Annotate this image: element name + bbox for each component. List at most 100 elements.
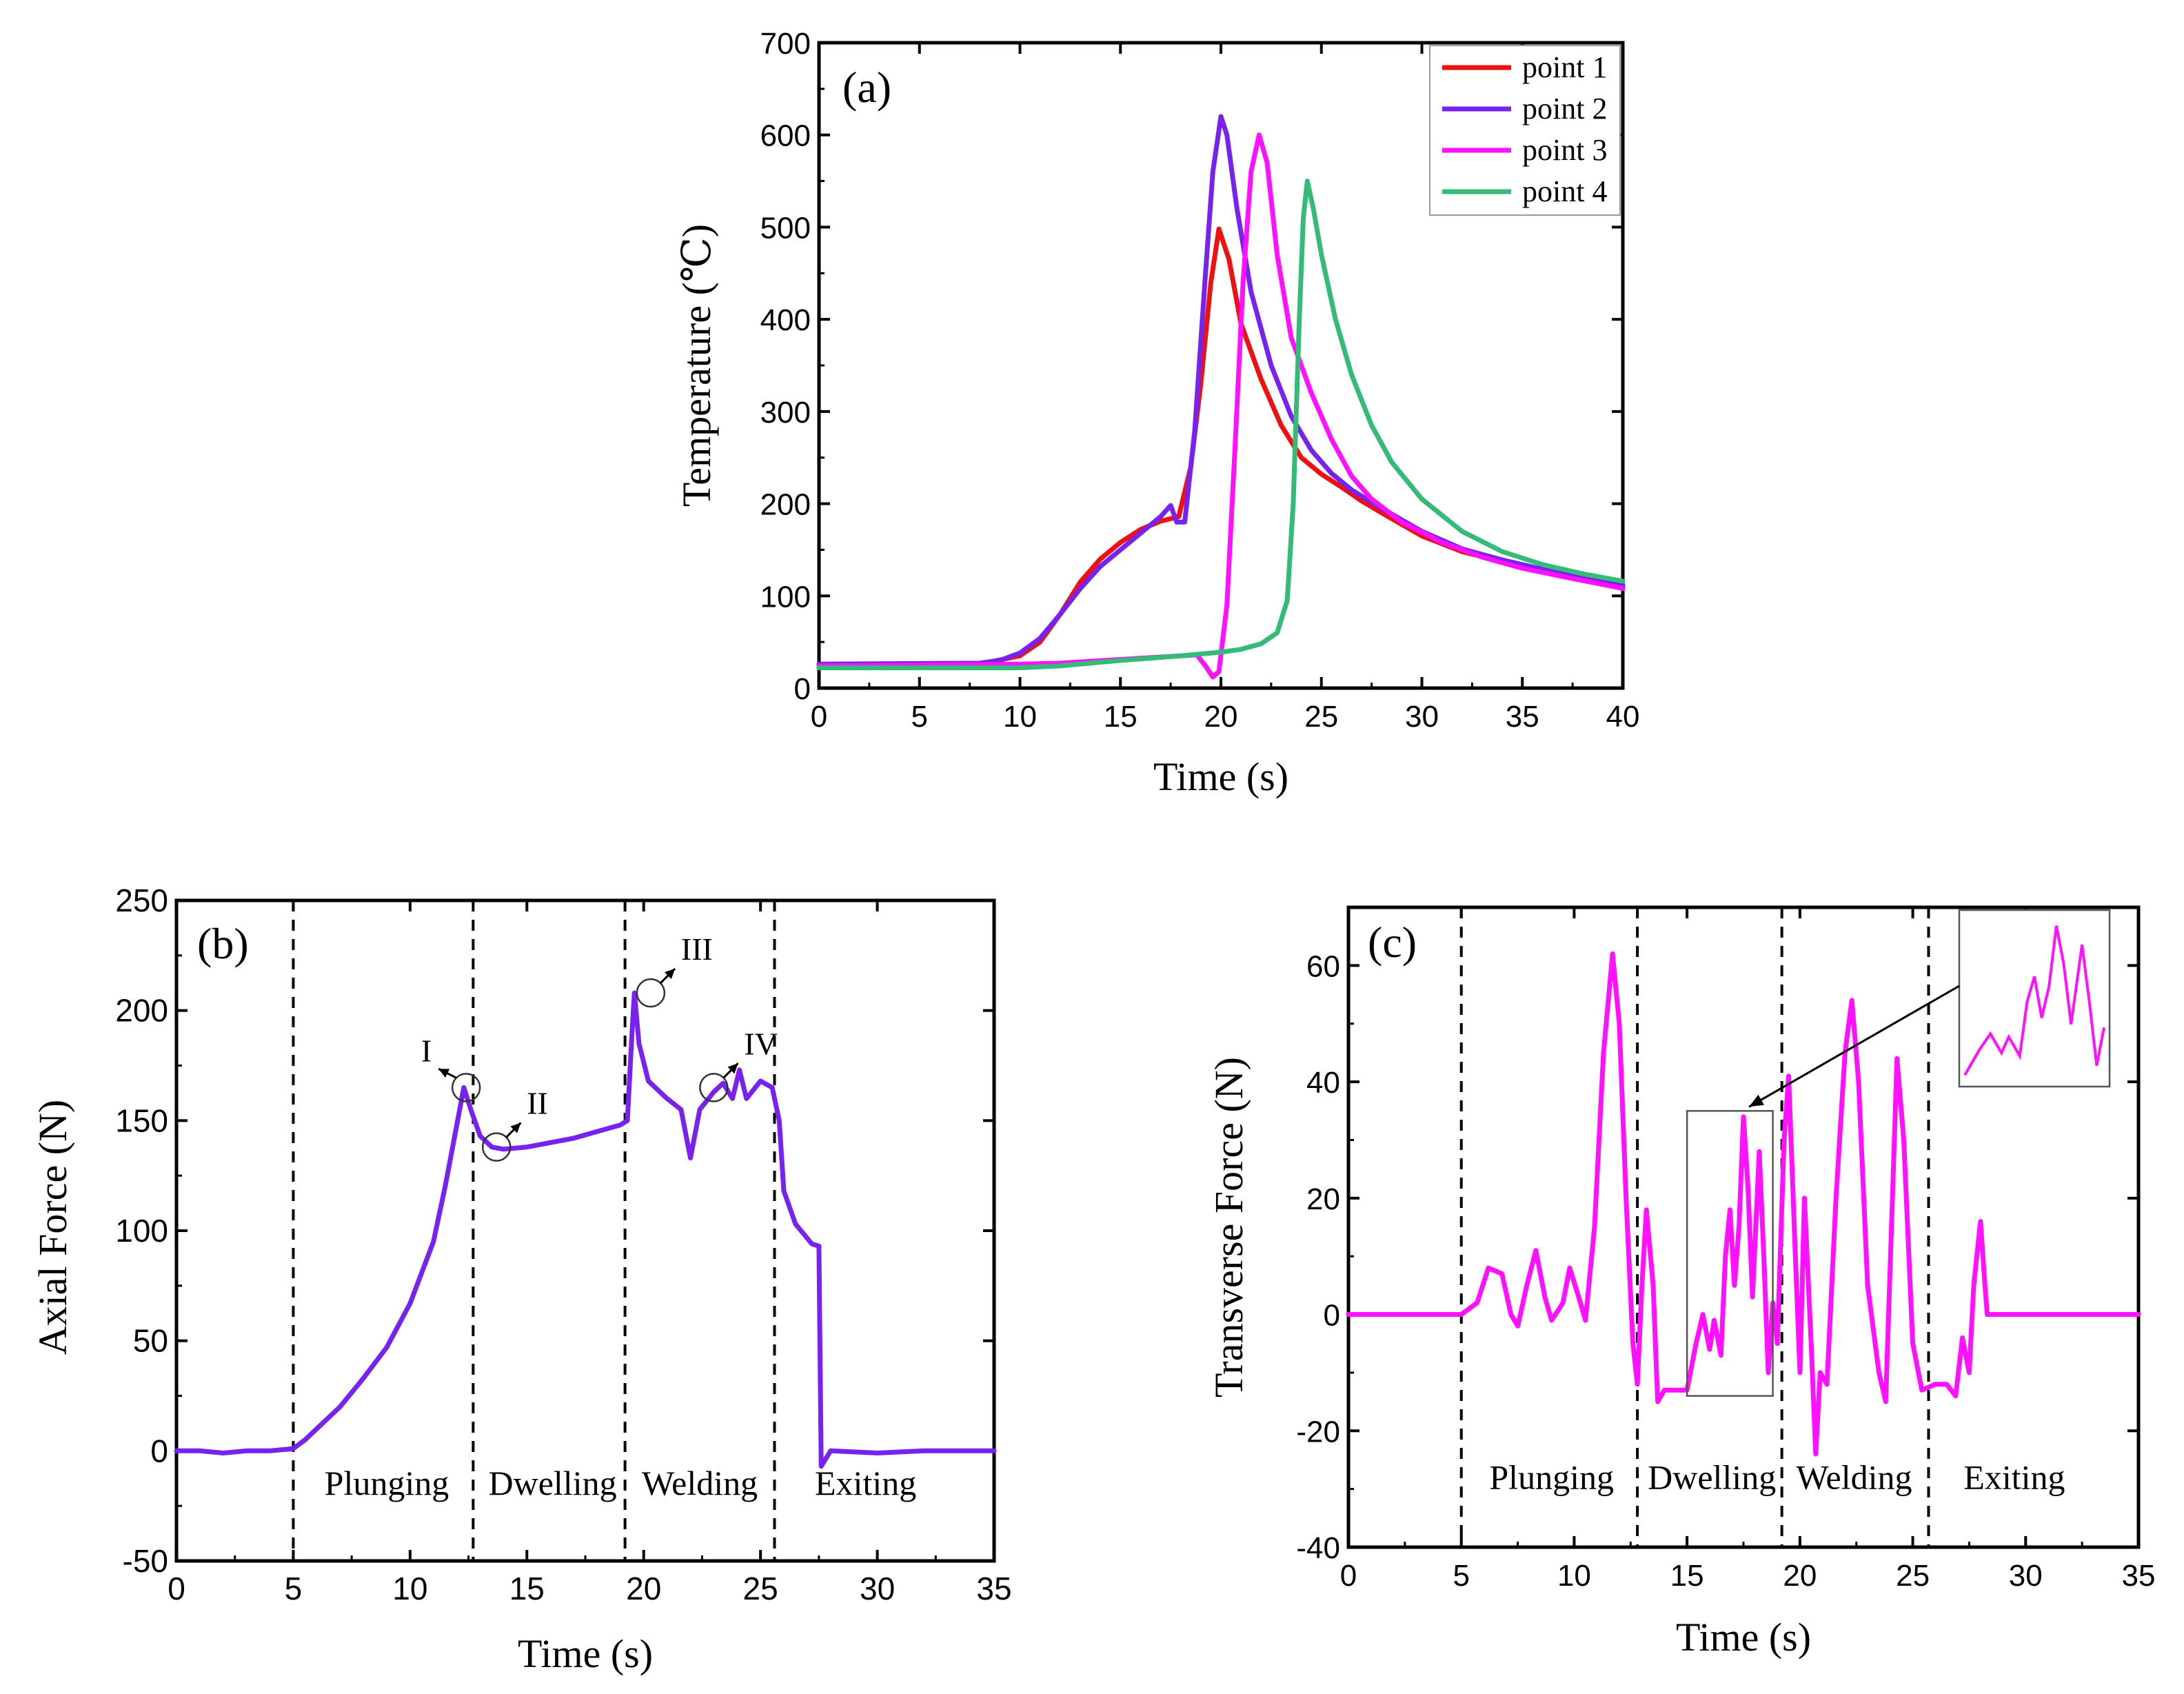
panel-b-y-tick-label: 250 <box>115 883 168 918</box>
panel-b-annotation-circle <box>481 1132 512 1162</box>
panel-c-zoom-inset <box>1686 909 2111 1397</box>
panel-c-zoom-region-box <box>1686 1110 1774 1397</box>
panel-a-y-axis-title: Temperature (℃) <box>674 224 719 507</box>
panel-c-series-line-1 <box>1346 951 2141 1457</box>
panel-a-x-tick-label: 20 <box>1204 700 1238 734</box>
panel-c-x-tick-label: 0 <box>1340 1559 1357 1593</box>
panel-a-x-tick-label: 25 <box>1304 700 1338 734</box>
panel-b-x-tick-label: 30 <box>860 1571 895 1606</box>
panel-a-x-tick-label: 10 <box>1003 700 1037 734</box>
panel-b-x-tick-label: 0 <box>168 1571 185 1606</box>
panel-b-annotation-arrowhead <box>510 1122 521 1133</box>
panel-a-series <box>816 114 1626 680</box>
panel-c-ticks: 0 5 10 15 20 25 30 35 -40 -20 0 20 40 60 <box>1296 907 2155 1593</box>
panel-b-x-tick-label: 15 <box>509 1571 545 1606</box>
panel-c-phase-label-plunging: Plunging <box>1489 1458 1614 1497</box>
legend-label-point-1: point 1 <box>1522 50 1607 84</box>
panel-a-x-tick-label: 35 <box>1506 700 1539 734</box>
panel-b-phase-boundaries: Plunging Dwelling Welding Exiting <box>292 900 916 1561</box>
panel-c-phase-label-exiting: Exiting <box>1963 1458 2065 1497</box>
panel-b-plot-frame <box>174 898 996 1563</box>
legend-label-point-4: point 4 <box>1522 174 1607 208</box>
panel-b-y-tick-label: 150 <box>115 1102 168 1138</box>
legend-label-point-3: point 3 <box>1522 133 1607 167</box>
panel-c-x-tick-label: 20 <box>1783 1559 1817 1593</box>
panel-b-phase-label-welding: Welding <box>642 1464 758 1502</box>
panel-c-transverse-force-chart: Plunging Dwelling Welding Exiting 0 5 10 15 20 2… <box>1206 905 2155 1660</box>
panel-a-x-tick-label: 5 <box>911 700 928 734</box>
panel-c-y-tick-label: 40 <box>1306 1066 1340 1100</box>
panel-b-annotation-circle <box>451 1073 481 1102</box>
panel-b-x-tick-label: 10 <box>392 1571 427 1606</box>
panel-b-y-tick-label: 200 <box>115 993 168 1029</box>
panel-b-annotation-label: II <box>527 1086 548 1121</box>
panel-c-x-tick-label: 5 <box>1453 1559 1469 1593</box>
panel-b-annotation-arrowhead <box>727 1063 738 1074</box>
panel-b-annotation-label: I <box>421 1033 432 1068</box>
panel-b-y-tick-label: 0 <box>150 1433 168 1469</box>
panel-b-annotation-label: IV <box>744 1026 778 1061</box>
panel-b-x-tick-label: 35 <box>976 1571 1011 1606</box>
panel-b-label: (b) <box>197 919 249 968</box>
panel-a-x-tick-label: 15 <box>1104 700 1138 734</box>
panel-b-y-tick-label: 50 <box>133 1323 168 1359</box>
panel-a-y-tick-label: 700 <box>760 27 811 61</box>
panel-a-series-line-4 <box>816 179 1626 671</box>
panel-b-phase-label-plunging: Plunging <box>325 1464 449 1502</box>
panel-c-zoom-arrow <box>1748 985 1960 1108</box>
panel-b-x-tick-label: 5 <box>285 1571 303 1606</box>
panel-c-x-tick-label: 10 <box>1557 1559 1591 1593</box>
panel-a-x-tick-label: 40 <box>1606 700 1640 734</box>
panel-b-phase-label-dwelling: Dwelling <box>489 1464 617 1502</box>
panel-b-x-axis-title: Time (s) <box>518 1631 653 1676</box>
panel-c-y-tick-label: -20 <box>1296 1415 1340 1449</box>
panel-a-series-line-1 <box>816 226 1626 668</box>
panel-b-annotation-arrowhead <box>664 968 676 980</box>
panel-c-zoom-inset-line <box>1963 925 2105 1076</box>
legend-label-point-2: point 2 <box>1522 92 1607 125</box>
panel-c-y-tick-label: 20 <box>1306 1182 1340 1216</box>
panel-b-annotation-label: III <box>681 931 713 967</box>
panel-b-x-tick-label: 25 <box>743 1571 778 1606</box>
panel-c-label: (c) <box>1368 918 1417 967</box>
panel-a-y-tick-label: 600 <box>760 119 811 153</box>
panel-b-series <box>174 990 997 1469</box>
panel-b-x-tick-label: 20 <box>626 1571 661 1606</box>
panel-b-annotation-circle <box>699 1073 729 1102</box>
panel-c-phase-label-welding: Welding <box>1796 1458 1912 1497</box>
panel-a-y-tick-label: 200 <box>760 488 811 522</box>
panel-a-legend: point 1 point 2 point 3 point 4 <box>1429 45 1621 216</box>
panel-c-x-tick-label: 15 <box>1670 1559 1704 1593</box>
panel-a-y-tick-label: 400 <box>760 303 811 337</box>
panel-a-y-tick-label: 300 <box>760 396 811 430</box>
panel-c-x-tick-label: 30 <box>2009 1559 2043 1593</box>
legend-frame <box>1429 45 1621 216</box>
panel-a-x-axis-title: Time (s) <box>1153 754 1288 799</box>
panel-c-series <box>1346 951 2141 1457</box>
panel-b-y-tick-label: 100 <box>115 1213 168 1249</box>
panel-a-x-tick-label: 0 <box>811 700 827 734</box>
panel-b-y-tick-label: -50 <box>123 1543 168 1579</box>
panel-c-phase-boundaries: Plunging Dwelling Welding Exiting <box>1459 907 2065 1547</box>
panel-c-zoom-arrowhead <box>1749 1094 1764 1107</box>
panel-a-x-tick-label: 30 <box>1405 700 1439 734</box>
panel-c-x-tick-label: 25 <box>1896 1559 1930 1593</box>
panel-a-y-tick-label: 0 <box>794 672 811 706</box>
panel-c-y-tick-label: -40 <box>1296 1531 1340 1565</box>
panel-c-x-tick-label: 35 <box>2122 1559 2156 1593</box>
panel-a-y-tick-label: 100 <box>760 580 811 614</box>
panel-c-zoom-inset-frame <box>1958 909 2111 1088</box>
panel-b-annotation-circle <box>636 978 666 1008</box>
panel-c-x-axis-title: Time (s) <box>1676 1615 1811 1660</box>
panel-a-label: (a) <box>842 63 891 112</box>
panel-b-series-line-1 <box>174 990 997 1469</box>
panel-b-annotation-arrowhead <box>438 1069 450 1078</box>
panel-b-y-axis-title: Axial Force (N) <box>30 1100 75 1355</box>
panel-c-y-axis-title: Transverse Force (N) <box>1206 1057 1251 1398</box>
panel-b-axial-force-chart: Plunging Dwelling Welding Exiting 0 5 10 15 20 2… <box>30 883 1012 1676</box>
